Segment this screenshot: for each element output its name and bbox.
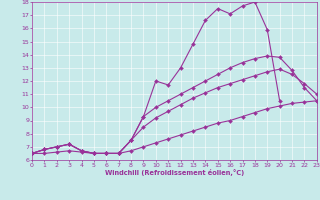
X-axis label: Windchill (Refroidissement éolien,°C): Windchill (Refroidissement éolien,°C) [105, 169, 244, 176]
